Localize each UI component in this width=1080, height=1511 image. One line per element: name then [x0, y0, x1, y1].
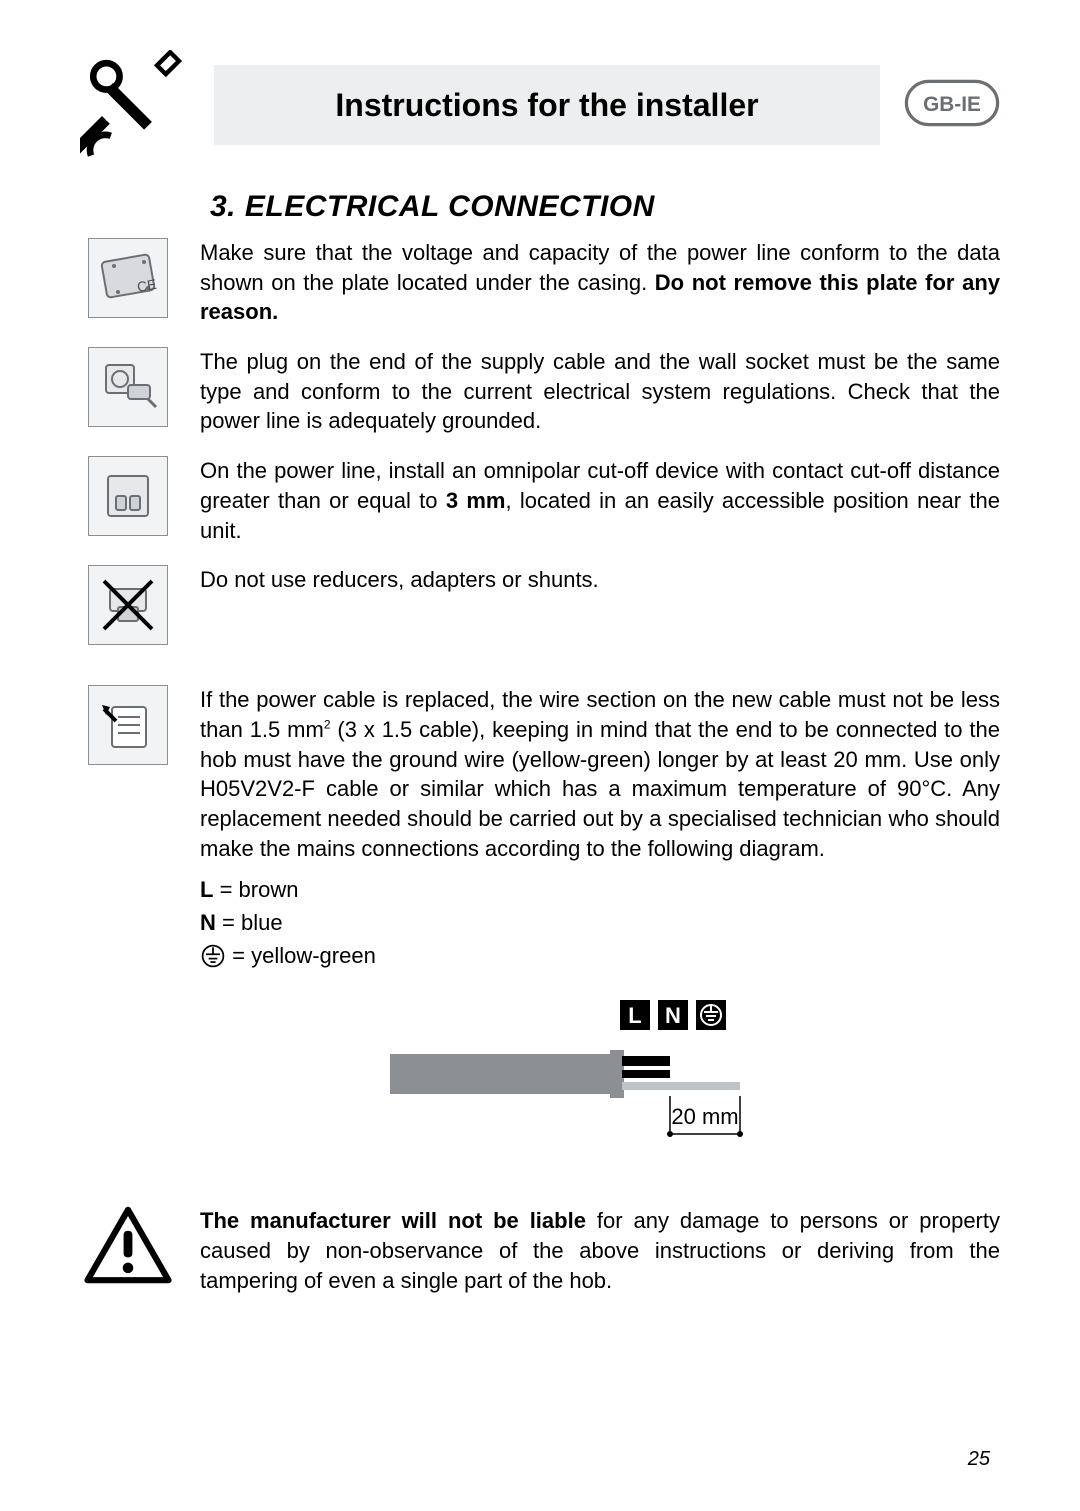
warning-text: The manufacturer will not be liable for … [200, 1206, 1000, 1295]
body-text-bold: 3 mm [446, 488, 506, 513]
legend-N-eq: = blue [216, 910, 283, 935]
legend-L-eq: = brown [213, 877, 298, 902]
plug-socket-icon [88, 347, 168, 427]
legend-N-label: N [200, 910, 216, 935]
title-band: Instructions for the installer [214, 65, 880, 145]
page-title: Instructions for the installer [335, 87, 758, 124]
no-adapter-icon [88, 565, 168, 645]
wire-legend: L = brown N = blue = yellow-green [200, 873, 1000, 972]
instruction-row: CE Make sure that the voltage and capaci… [80, 238, 1000, 333]
instruction-row: On the power line, install an omnipolar … [80, 456, 1000, 551]
instruction-text: On the power line, install an omnipolar … [200, 456, 1000, 551]
svg-text:CE: CE [136, 276, 158, 295]
legend-earth-eq: = yellow-green [232, 943, 376, 968]
body-text: The plug on the end of the supply cable … [200, 347, 1000, 436]
instruction-text: Make sure that the voltage and capacity … [200, 238, 1000, 333]
switch-icon [88, 456, 168, 536]
body-text: Do not use reducers, adapters or shunts. [200, 565, 1000, 595]
svg-text:N: N [665, 1003, 681, 1028]
instruction-row: Do not use reducers, adapters or shunts. [80, 565, 1000, 645]
svg-text:L: L [628, 1003, 641, 1028]
note-icon [88, 685, 168, 765]
rating-plate-icon: CE [88, 238, 168, 318]
instruction-text: The plug on the end of the supply cable … [200, 347, 1000, 442]
instruction-row: If the power cable is replaced, the wire… [80, 685, 1000, 1176]
language-badge-text: GB-IE [923, 93, 981, 116]
warning-lead: The manufacturer will not be liable [200, 1208, 586, 1233]
instruction-text: Do not use reducers, adapters or shunts. [200, 565, 1000, 601]
instruction-row: The plug on the end of the supply cable … [80, 347, 1000, 442]
section-heading: 3. ELECTRICAL CONNECTION [210, 190, 1000, 224]
instruction-text: If the power cable is replaced, the wire… [200, 685, 1000, 1176]
warning-icon [80, 1206, 176, 1284]
header-row: Instructions for the installer GB-IE [80, 50, 1000, 160]
earth-icon [200, 943, 232, 968]
legend-L-label: L [200, 877, 213, 902]
svg-text:20 mm: 20 mm [671, 1104, 738, 1129]
cable-diagram: L N [200, 996, 1000, 1176]
language-badge: GB-IE [904, 75, 1000, 136]
warning-row: The manufacturer will not be liable for … [80, 1206, 1000, 1295]
page-number: 25 [968, 1448, 990, 1471]
tools-icon [80, 50, 190, 160]
body-text-sup: 2 [324, 718, 331, 732]
